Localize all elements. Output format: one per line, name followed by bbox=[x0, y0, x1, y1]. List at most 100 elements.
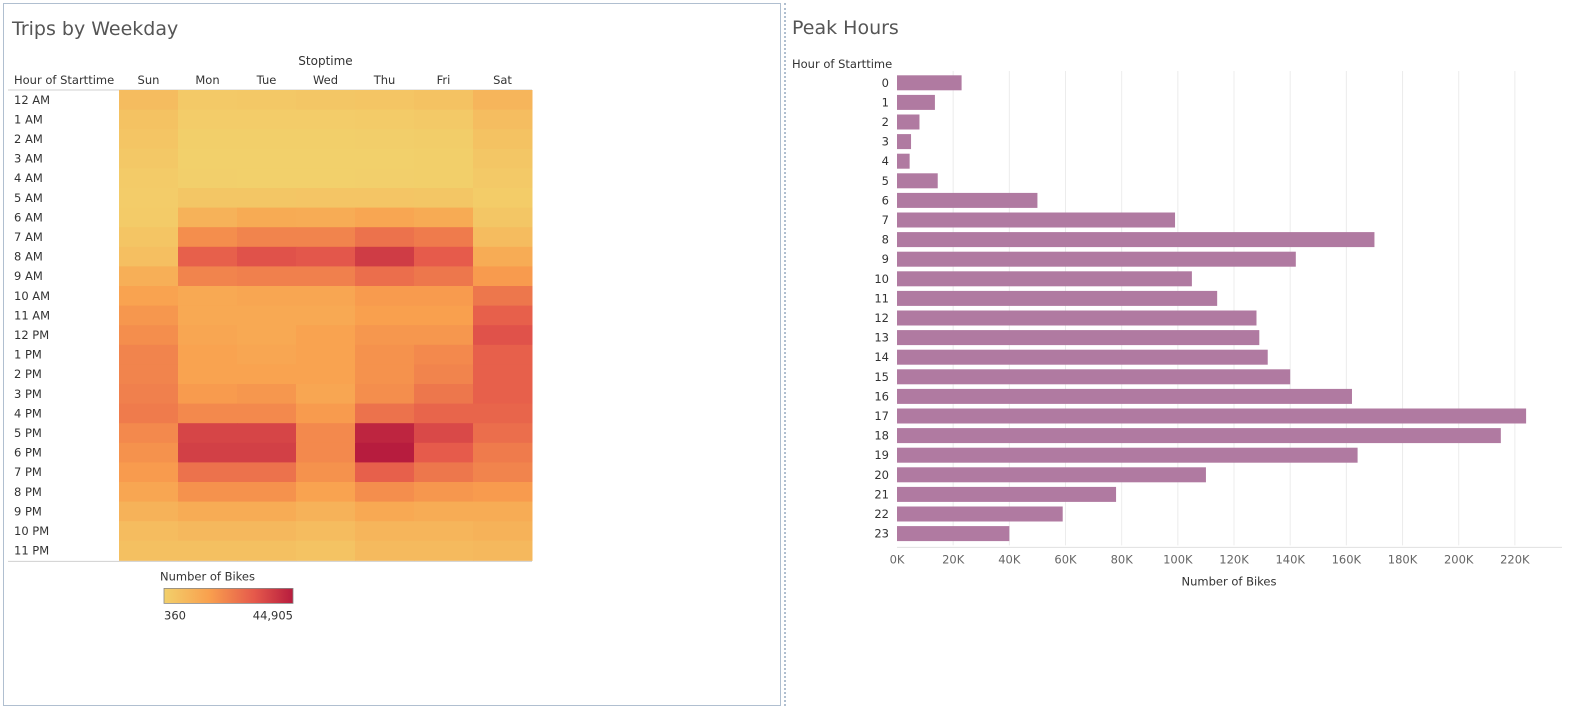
y-tick-label: 22 bbox=[874, 507, 889, 521]
y-tick-label: 15 bbox=[874, 370, 889, 384]
bar bbox=[897, 173, 938, 189]
y-tick-label: 11 bbox=[874, 291, 889, 305]
heatmap-cell bbox=[237, 384, 297, 405]
heatmap-cell bbox=[355, 364, 415, 385]
heatmap-cell bbox=[414, 423, 474, 444]
heatmap-cell bbox=[178, 129, 238, 150]
row-label: 12 AM bbox=[14, 93, 50, 107]
heatmap-cell bbox=[414, 521, 474, 542]
bar bbox=[897, 467, 1206, 483]
heatmap-cell bbox=[473, 109, 533, 130]
bar bbox=[897, 428, 1501, 444]
row-label: 6 AM bbox=[14, 210, 43, 224]
heatmap-cell bbox=[473, 286, 533, 307]
column-label: Tue bbox=[256, 73, 277, 87]
heatmap-cell bbox=[119, 207, 179, 228]
heatmap-cell bbox=[178, 188, 238, 209]
heatmap-cell bbox=[296, 286, 356, 307]
heatmap-cell bbox=[237, 246, 297, 267]
heatmap-cell bbox=[414, 109, 474, 130]
bar bbox=[897, 192, 1038, 208]
heatmap-cell bbox=[414, 286, 474, 307]
bar bbox=[897, 486, 1117, 502]
row-label: 2 AM bbox=[14, 132, 43, 146]
heatmap-cell bbox=[119, 423, 179, 444]
heatmap-cell bbox=[119, 305, 179, 326]
heatmap-cell bbox=[414, 540, 474, 561]
row-label: 9 PM bbox=[14, 504, 42, 518]
heatmap-cell bbox=[119, 188, 179, 209]
heatmap-cell bbox=[178, 482, 238, 503]
row-label: 8 PM bbox=[14, 485, 42, 499]
heatmap-cell bbox=[355, 109, 415, 130]
heatmap-cell bbox=[355, 462, 415, 483]
y-tick-label: 3 bbox=[882, 135, 889, 149]
heatmap-cell bbox=[355, 286, 415, 307]
heatmap-cell bbox=[237, 423, 297, 444]
heatmap-cell bbox=[414, 168, 474, 189]
heatmap-cell bbox=[178, 286, 238, 307]
heatmap-cell bbox=[178, 521, 238, 542]
row-label: 10 PM bbox=[14, 524, 49, 538]
bar bbox=[897, 349, 1268, 365]
heatmap-cell bbox=[119, 403, 179, 424]
bar bbox=[897, 75, 962, 91]
heatmap-cell bbox=[296, 423, 356, 444]
heatmap-cell bbox=[473, 168, 533, 189]
heatmap-cell bbox=[296, 188, 356, 209]
bar bbox=[897, 447, 1358, 463]
heatmap-cell bbox=[473, 305, 533, 326]
heatmap-cell bbox=[119, 521, 179, 542]
x-tick-label: 220K bbox=[1500, 552, 1530, 566]
heatmap-cell bbox=[414, 305, 474, 326]
x-tick-label: 40K bbox=[998, 552, 1021, 566]
heatmap-cell bbox=[237, 521, 297, 542]
heatmap-cell bbox=[473, 227, 533, 248]
heatmap-cell bbox=[414, 501, 474, 522]
bar bbox=[897, 388, 1352, 404]
y-tick-label: 14 bbox=[874, 350, 889, 364]
heatmap-cell bbox=[237, 286, 297, 307]
heatmap-cell bbox=[414, 227, 474, 248]
heatmap-cell bbox=[119, 384, 179, 405]
heatmap-cell bbox=[473, 462, 533, 483]
row-label: 6 PM bbox=[14, 446, 42, 460]
y-tick-label: 2 bbox=[882, 115, 889, 129]
heatmap-cell bbox=[473, 423, 533, 444]
heatmap-cell bbox=[119, 540, 179, 561]
y-tick-label: 16 bbox=[874, 389, 889, 403]
bar bbox=[897, 330, 1260, 346]
heatmap-cell bbox=[178, 305, 238, 326]
heatmap-cell bbox=[355, 384, 415, 405]
trips-by-weekday-panel: Trips by Weekday Stoptime Hour of Startti… bbox=[3, 3, 781, 706]
heatmap-cell bbox=[355, 168, 415, 189]
heatmap-cell bbox=[119, 90, 179, 111]
heatmap-cell bbox=[355, 501, 415, 522]
heatmap-cell bbox=[119, 482, 179, 503]
legend-min-label: 360 bbox=[164, 608, 186, 622]
heatmap-cell bbox=[473, 403, 533, 424]
heatmap-cell bbox=[296, 403, 356, 424]
heatmap-cell bbox=[414, 442, 474, 463]
x-tick-label: 20K bbox=[942, 552, 965, 566]
heatmap-cell bbox=[355, 442, 415, 463]
heatmap-cell bbox=[178, 266, 238, 287]
heatmap-cell bbox=[473, 344, 533, 365]
heatmap-cell bbox=[178, 462, 238, 483]
heatmap-cell bbox=[414, 188, 474, 209]
heatmap-cell bbox=[237, 207, 297, 228]
heatmap-cell bbox=[414, 325, 474, 346]
column-label: Wed bbox=[313, 73, 338, 87]
y-tick-label: 0 bbox=[882, 76, 889, 90]
heatmap-cell bbox=[296, 325, 356, 346]
heatmap-cell bbox=[119, 266, 179, 287]
heatmap-cell bbox=[414, 462, 474, 483]
heatmap-cell bbox=[178, 364, 238, 385]
heatmap-cell bbox=[237, 129, 297, 150]
heatmap-cell bbox=[119, 129, 179, 150]
heatmap-cell bbox=[473, 501, 533, 522]
heatmap-cell bbox=[355, 305, 415, 326]
row-label: 7 AM bbox=[14, 230, 43, 244]
heatmap-cell bbox=[237, 227, 297, 248]
y-tick-label: 1 bbox=[882, 95, 889, 109]
